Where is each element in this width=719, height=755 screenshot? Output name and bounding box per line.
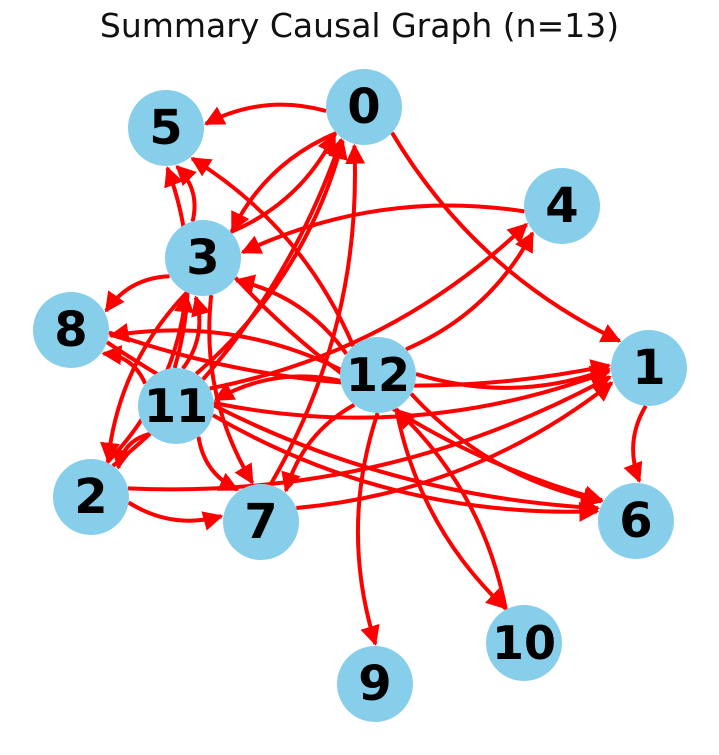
graph-title: Summary Causal Graph (n=13) [99,6,620,45]
node-3-circle [165,220,241,296]
node-11: 11 [138,368,214,444]
node-0-circle [326,69,402,145]
node-7-circle [223,484,299,560]
edge-11-to-4 [209,222,528,391]
node-8-circle [33,292,109,368]
node-5-label: 5 [149,100,182,156]
edge-12-to-1 [415,365,611,390]
node-5: 5 [128,90,204,166]
node-9-circle [337,646,413,722]
edge-3-to-6 [234,276,604,506]
edge-3-to-8 [104,274,170,313]
node-7: 7 [223,484,299,560]
edge-11-to-8 [101,345,148,385]
edge-12-to-10 [394,408,507,610]
node-9: 9 [337,646,413,722]
node-0: 0 [326,69,402,145]
node-2-circle [53,459,129,535]
node-3: 3 [165,220,241,296]
node-4-label: 4 [545,178,578,234]
node-1: 1 [611,330,687,406]
node-6-circle [598,483,674,559]
edge-12-to-9 [355,412,380,646]
node-12-label: 12 [346,348,410,402]
node-6-label: 6 [619,493,652,549]
edge-12-to-7 [281,402,356,493]
edge-3-to-2 [100,291,189,463]
node-12: 12 [340,337,416,413]
edge-0-to-3 [230,131,338,233]
node-11-circle [138,368,214,444]
node-11-label: 11 [144,379,208,433]
edge-12-to-8 [108,322,342,372]
node-8: 8 [33,292,109,368]
edge-12-to-11 [213,374,341,402]
edge-11-to-0 [194,138,348,376]
node-5-circle [128,90,204,166]
edge-1-to-6 [623,404,648,483]
node-3-label: 3 [186,230,219,286]
node-9-label: 9 [358,656,391,712]
edge-0-to-5 [204,102,327,126]
node-8-label: 8 [54,302,87,358]
edge-2-to-7 [127,500,224,531]
edge-3-to-0 [229,132,337,234]
node-4-circle [524,168,600,244]
edge-10-to-12 [395,408,508,610]
edge-0-to-1 [390,131,622,343]
node-12-circle [340,337,416,413]
node-2-label: 2 [74,469,107,525]
edge-11-to-3 [181,295,211,370]
node-10-label: 10 [492,616,556,670]
edge-12-to-4 [405,231,535,352]
edge-2-to-1 [127,375,612,492]
node-10-circle [486,605,562,681]
node-4: 4 [524,168,600,244]
edge-7-to-1 [296,381,614,510]
edge-4-to-3 [240,203,525,255]
node-1-label: 1 [632,340,665,396]
edge-12-to-3 [234,274,349,356]
node-7-label: 7 [244,494,277,550]
node-6: 6 [598,483,674,559]
node-10: 10 [486,605,562,681]
node-1-circle [611,330,687,406]
node-2: 2 [53,459,129,535]
node-0-label: 0 [347,79,380,135]
